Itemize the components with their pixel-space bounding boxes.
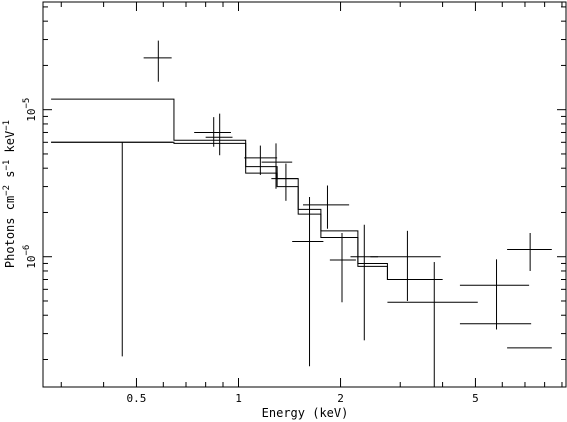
- data-point: [387, 262, 478, 387]
- x-tick-label: 1: [235, 392, 242, 405]
- data-point: [194, 117, 231, 147]
- x-tick-label: 0.5: [127, 392, 147, 405]
- x-tick-labels: 0.5 1 2 5: [127, 392, 479, 405]
- data-point: [350, 224, 379, 341]
- data-point: [507, 232, 552, 271]
- data-point: [329, 232, 356, 303]
- data-point: [205, 113, 233, 156]
- data-point: [244, 145, 278, 175]
- data-point: [143, 40, 172, 82]
- y-axis-title: Photons cm−2 s−1 keV−1: [2, 120, 17, 268]
- minor-ticks: [43, 2, 566, 387]
- data-point: [51, 141, 173, 357]
- y-tick-labels: 10−6 10−5: [22, 98, 38, 269]
- y-tick-label: 10−5: [22, 98, 38, 122]
- data-point: [303, 185, 350, 229]
- data-point: [261, 143, 293, 189]
- data-point: [292, 196, 324, 367]
- model-steps: [51, 98, 443, 280]
- data-point: [370, 230, 441, 301]
- x-tick-label: 5: [472, 392, 479, 405]
- plot-frame: [42, 1, 567, 388]
- data-point: [271, 163, 299, 201]
- model-step-line: [51, 141, 443, 280]
- model-step-line: [51, 98, 443, 280]
- y-tick-label: 10−6: [22, 245, 38, 269]
- data-point: [459, 259, 530, 330]
- data-points: [51, 40, 552, 387]
- x-tick-label: 2: [337, 392, 344, 405]
- x-axis-title: Energy (keV): [262, 406, 349, 420]
